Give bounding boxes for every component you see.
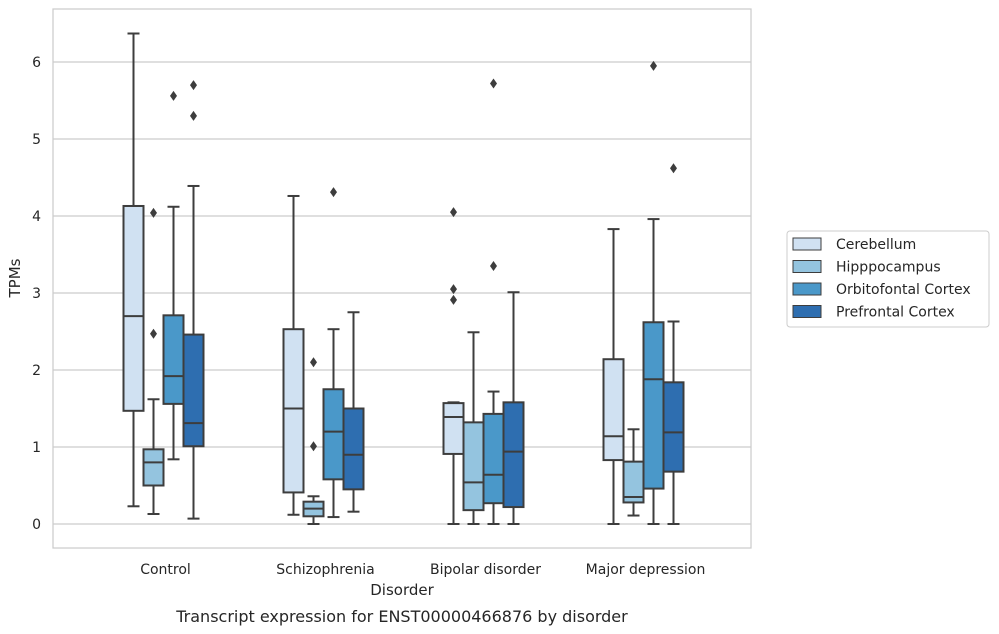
box-iqr: [162, 314, 185, 405]
y-axis-ticks: 0 1 2 3 4 5 6: [32, 55, 41, 533]
legend-swatch: [792, 260, 822, 273]
box-iqr: [642, 321, 665, 490]
box-group: [502, 291, 525, 525]
outlier-point: [150, 207, 157, 218]
y-tick-label: 5: [32, 132, 41, 148]
box-group: [342, 311, 365, 513]
legend-label: Orbitofontal Cortex: [836, 282, 971, 298]
box-iqr: [602, 358, 625, 462]
legend-swatch: [792, 237, 822, 251]
x-axis-label: Disorder: [370, 581, 434, 599]
outlier-point: [450, 294, 457, 305]
legend-label: Cerebellum: [836, 237, 916, 253]
box-iqr: [502, 401, 525, 509]
box-iqr: [282, 328, 305, 494]
legend-frame: [786, 230, 990, 328]
x-tick-label: Control: [140, 562, 191, 578]
box-iqr: [662, 381, 685, 473]
box-group: [602, 228, 625, 525]
legend-swatch: [792, 305, 822, 318]
x-tick-label: Major depression: [586, 562, 706, 578]
box-group: [322, 187, 345, 519]
x-axis-ticks: Control Schizophrenia Bipolar disorder Majo…: [140, 562, 705, 578]
outlier-point: [310, 441, 317, 452]
legend-label: Hipppocampus: [836, 260, 941, 276]
box-group: [302, 357, 325, 525]
legend: Cerebellum Hipppocampus Orbitofontal Corte…: [786, 230, 990, 328]
box-group: [442, 207, 465, 525]
legend-label: Prefrontal Cortex: [836, 305, 955, 321]
outlier-point: [190, 80, 197, 91]
box-iqr: [482, 412, 505, 505]
y-axis-label: TPMs: [6, 258, 24, 298]
outlier-point: [150, 328, 157, 339]
box-group: [122, 32, 145, 508]
x-tick-label: Bipolar disorder: [430, 562, 541, 578]
outlier-point: [490, 78, 497, 89]
x-tick-label: Schizophrenia: [276, 562, 374, 578]
chart-caption: Transcript expression for ENST0000046687…: [175, 607, 628, 626]
box-iqr: [142, 448, 165, 487]
y-tick-label: 0: [32, 517, 41, 533]
box-group: [462, 331, 485, 525]
outlier-point: [310, 357, 317, 368]
box-iqr: [322, 388, 345, 481]
y-tick-label: 4: [32, 209, 41, 225]
box-group: [482, 78, 505, 525]
y-tick-label: 3: [32, 286, 41, 302]
y-tick-label: 2: [32, 363, 41, 379]
y-tick-label: 1: [32, 440, 41, 456]
outlier-point: [670, 163, 677, 174]
box-groups: [122, 32, 685, 525]
y-tick-label: 6: [32, 55, 41, 71]
outlier-point: [170, 90, 177, 101]
box-iqr: [342, 407, 365, 491]
box-iqr: [462, 421, 485, 512]
box-group: [182, 80, 205, 520]
outlier-point: [650, 60, 657, 71]
box-iqr: [442, 402, 465, 455]
outlier-point: [330, 187, 337, 198]
box-iqr: [182, 333, 205, 448]
box-group: [142, 207, 165, 515]
plot-frame: [52, 8, 752, 549]
legend-swatch: [792, 282, 822, 296]
box-group: [282, 194, 305, 516]
outlier-point: [450, 284, 457, 295]
outlier-point: [190, 110, 197, 121]
outlier-point: [490, 261, 497, 272]
box-iqr: [122, 204, 145, 412]
box-group: [662, 163, 685, 525]
outlier-point: [450, 207, 457, 218]
